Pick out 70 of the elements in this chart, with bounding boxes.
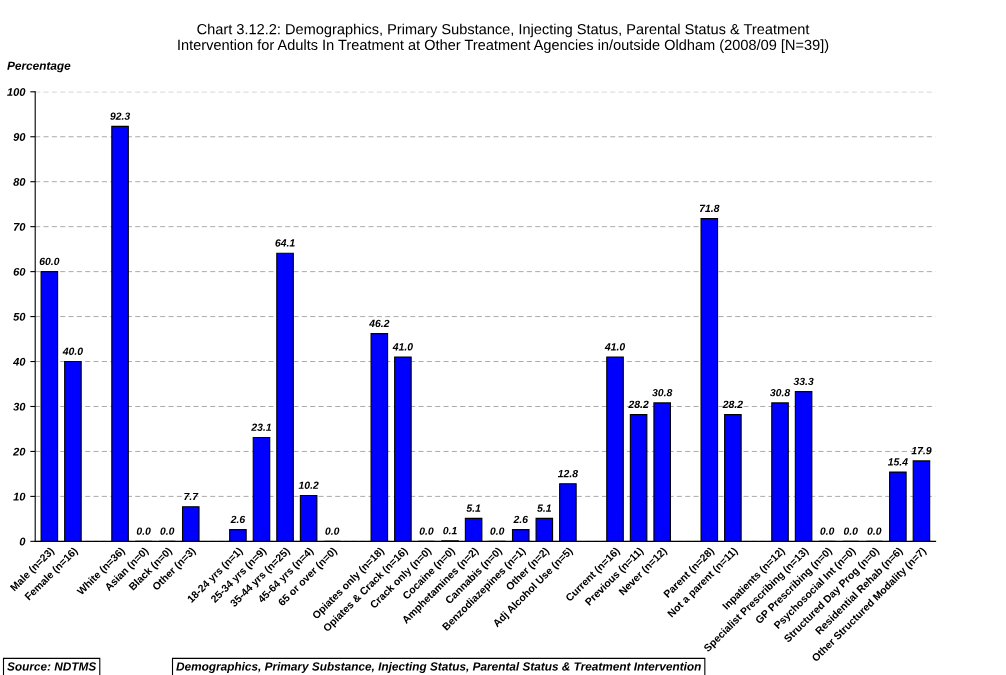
data-label: 0.0 (419, 527, 434, 535)
y-tick-label: 100 (7, 88, 26, 96)
chart-title: Chart 3.12.2: Demographics, Primary Substance, Injecting Status, Parental Status & Treatment Intervention for Adults In Treatment at Other Treatment Agencies in/outside Oldham (2008/09 [N=39]) (178, 23, 829, 53)
data-label: 0.0 (867, 527, 882, 535)
bar (653, 402, 671, 542)
y-tick-label: 0 (19, 537, 26, 546)
bar (629, 414, 648, 542)
y-tick-label: 50 (13, 312, 26, 321)
bar (912, 460, 931, 542)
bar (252, 436, 271, 542)
y-tick-label: 80 (13, 177, 26, 186)
data-label: 71.8 (699, 204, 720, 213)
data-label: 40.0 (62, 347, 83, 355)
data-label: 17.9 (911, 446, 932, 455)
data-label: 0.0 (325, 527, 340, 535)
data-label: 33.3 (793, 377, 814, 386)
data-label: 0.0 (820, 527, 835, 535)
bar (229, 529, 247, 542)
data-label: 7.7 (184, 492, 199, 501)
bar (794, 391, 813, 542)
data-label: 12.8 (557, 469, 579, 478)
data-label: 5.1 (537, 504, 551, 512)
bar (606, 356, 624, 542)
y-tick-label: 30 (13, 402, 26, 411)
y-axis-title: Percentage (7, 61, 71, 73)
data-label: 60.0 (39, 257, 60, 266)
bar (889, 471, 907, 542)
bar (40, 271, 59, 542)
data-label: 2.6 (513, 515, 529, 524)
y-tick-label: 60 (13, 267, 26, 276)
data-label: 92.3 (110, 112, 131, 120)
data-label: 41.0 (604, 343, 626, 351)
bar (64, 360, 82, 542)
data-label: 0.0 (843, 527, 858, 535)
data-label: 10.2 (298, 481, 319, 489)
data-label: 5.1 (466, 504, 481, 512)
data-label: 15.4 (887, 458, 908, 466)
bar (394, 356, 412, 542)
bar (771, 402, 789, 542)
data-label: 0.1 (443, 526, 457, 535)
bar (700, 218, 719, 542)
y-tick-label: 70 (13, 222, 26, 231)
data-label: 0.0 (136, 527, 151, 535)
data-label: 30.8 (652, 388, 673, 397)
bar (511, 529, 530, 542)
data-label: 0.0 (160, 527, 175, 535)
data-label: 46.2 (369, 319, 390, 328)
data-label: 30.8 (769, 388, 791, 397)
bar (299, 494, 318, 542)
y-tick-label: 10 (13, 492, 26, 501)
data-label: 64.1 (275, 239, 295, 247)
bar (464, 517, 483, 542)
bar (370, 333, 389, 542)
bar (535, 517, 554, 542)
source-note: Source: NDTMS (7, 662, 97, 671)
data-label: 28.2 (628, 400, 649, 409)
bar (276, 252, 294, 542)
data-label: 41.0 (392, 343, 413, 351)
data-label: 2.6 (230, 515, 246, 524)
y-tick-label: 40 (12, 357, 26, 366)
y-tick-label: 90 (13, 133, 26, 141)
bar (559, 483, 577, 542)
bar (724, 414, 742, 542)
data-label: 23.1 (251, 423, 272, 431)
bar (111, 125, 129, 542)
y-tick-label: 20 (12, 447, 26, 456)
data-label: 28.2 (722, 400, 743, 409)
bar (181, 506, 200, 542)
data-label: 0.0 (490, 527, 505, 535)
text: Demographics, Primary Substance, Injecting Status, Parental Status & Treatment Intervention (176, 661, 701, 673)
